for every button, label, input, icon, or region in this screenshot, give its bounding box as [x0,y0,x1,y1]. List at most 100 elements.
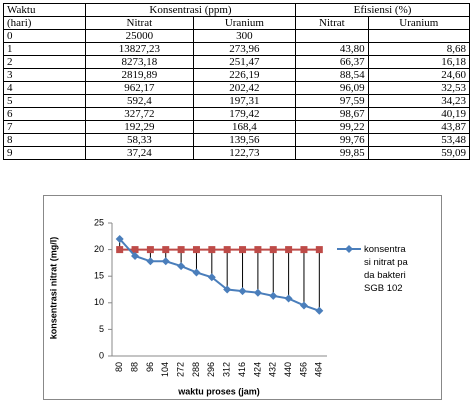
table-cell: 43,80 [295,42,369,56]
marker [207,273,216,282]
table-cell: 122,73 [192,146,297,160]
table-cell: 202,42 [192,81,297,95]
x-tick-label: 432 [268,362,278,377]
table-cell: 98,67 [295,107,369,121]
table-cell: 13827,23 [84,42,194,56]
marker [253,288,262,297]
marker [269,246,277,254]
marker [162,246,170,254]
subheader-cell: (hari) [3,16,86,30]
y-tick-label: 20 [94,244,104,254]
marker [269,291,278,300]
x-tick-label: 312 [222,362,232,377]
table-cell: 43,87 [367,120,471,134]
data-table: Waktu Konsentrasi (ppm) Efisiensi (%) (h… [3,3,471,160]
table-cell: 8 [3,133,86,147]
marker [192,246,200,254]
table-cell: 6 [3,107,86,121]
x-tick-label: 296 [206,362,216,377]
marker [239,246,247,254]
table-cell [367,29,471,43]
marker [177,262,186,271]
x-tick-label: 424 [252,362,262,377]
legend-text: konsentrasi nitrat pada bakteri SGB 102 [364,244,408,294]
table-cell: 962,17 [84,81,194,95]
marker [315,246,323,254]
table-cell: 34,23 [367,94,471,108]
marker [161,257,170,266]
marker [223,285,232,294]
table-cell: 5 [3,94,86,108]
table-cell: 9 [3,146,86,160]
table-cell: 24,60 [367,68,471,82]
table-cell [295,29,369,43]
table-cell: 2 [3,55,86,69]
table-cell: 3 [3,68,86,82]
table-cell: 1 [3,42,86,56]
x-tick-label: 440 [283,362,293,377]
marker [238,287,247,296]
y-tick-label: 15 [94,271,104,281]
table-cell: 8,68 [367,42,471,56]
subheader-cell: Nitrat [84,16,194,30]
table-cell: 66,37 [295,55,369,69]
marker [131,251,140,260]
x-tick-label: 416 [237,362,247,377]
table-cell: 327,72 [84,107,194,121]
table-cell: 0 [3,29,86,43]
marker [116,246,124,254]
x-tick-label: 88 [129,362,139,372]
x-tick-label: 272 [175,362,185,377]
table-cell: 197,31 [192,94,297,108]
y-axis-title: konsentrasi nitrat (mg/l) [48,237,58,340]
x-tick-label: 96 [145,362,155,372]
table-cell: 192,29 [84,120,194,134]
marker [285,246,293,254]
marker [192,268,201,277]
marker [300,246,308,254]
x-tick-label: 464 [314,362,324,377]
table-cell: 88,54 [295,68,369,82]
table-cell: 300 [192,29,297,43]
subheader-cell: Uranium [367,16,471,30]
table-cell: 2819,89 [84,68,194,82]
y-tick-label: 0 [99,350,104,360]
y-tick-label: 10 [94,297,104,307]
header-cell: Waktu [3,3,86,17]
table-cell: 99,85 [295,146,369,160]
table-cell: 59,09 [367,146,471,160]
subheader-cell: Uranium [192,16,297,30]
table-cell: 40,19 [367,107,471,121]
table-cell: 251,47 [192,55,297,69]
marker [146,246,154,254]
table-cell: 592,4 [84,94,194,108]
table-cell: 25000 [84,29,194,43]
table-cell: 16,18 [367,55,471,69]
chart: konsentrasi nitrat (mg/l) waktu proses (… [43,195,442,400]
marker [131,246,139,254]
table-cell: 53,48 [367,133,471,147]
x-tick-label: 456 [298,362,308,377]
marker [146,257,155,266]
table-cell: 96,09 [295,81,369,95]
table-cell: 139,56 [192,133,297,147]
table-cell: 58,33 [84,133,194,147]
table-cell: 273,96 [192,42,297,56]
x-tick-label: 80 [114,362,124,372]
table-cell: 32,53 [367,81,471,95]
table-cell: 179,42 [192,107,297,121]
table-cell: 97,59 [295,94,369,108]
marker [223,246,231,254]
table-cell: 7 [3,120,86,134]
table-cell: 226,19 [192,68,297,82]
table-cell: 8273,18 [84,55,194,69]
table-cell: 99,76 [295,133,369,147]
marker [177,246,185,254]
x-tick-label: 288 [191,362,201,377]
table-cell: 4 [3,81,86,95]
table-cell: 99,22 [295,120,369,134]
marker [299,301,308,310]
header-cell: Efisiensi (%) [295,3,470,17]
header-cell: Konsentrasi (ppm) [84,3,297,17]
